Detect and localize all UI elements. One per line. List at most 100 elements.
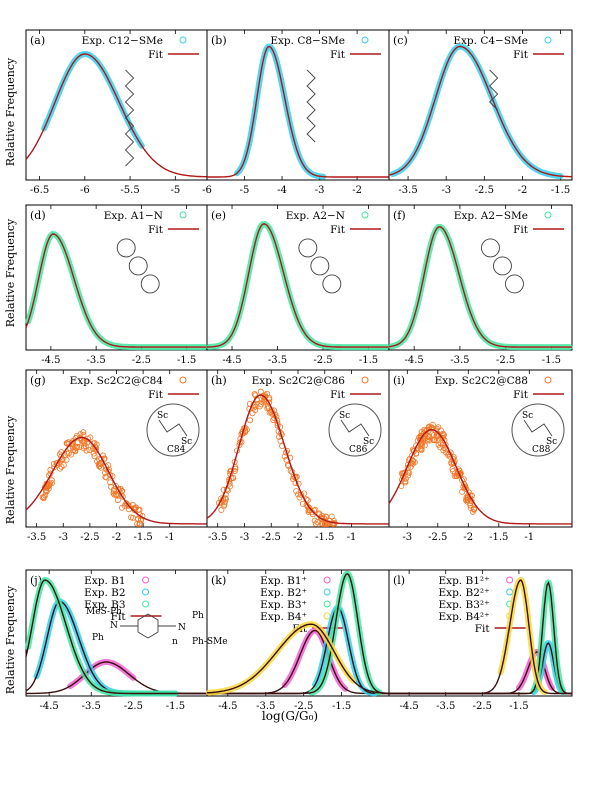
x-tick-label-c-4: -1.5 — [551, 185, 570, 196]
fullerene-label-h: C86 — [349, 445, 368, 455]
legend-fit-g: Fit — [148, 389, 164, 401]
molecule-ring-e-1 — [310, 256, 330, 276]
panel-frame-d — [25, 204, 208, 351]
legend-marker-d-0 — [179, 211, 187, 219]
legend-exp-k-2: Exp. B3⁺ — [260, 599, 307, 611]
exp-point-i-0-139 — [449, 468, 456, 475]
legend-marker-j-1 — [142, 588, 150, 596]
exp-point-h-0-21 — [299, 500, 306, 507]
legend-exp-g-0: Exp. Sc2C2@C84 — [70, 375, 164, 387]
fit-curve-d-0 — [25, 233, 207, 348]
panel-title-l: (l) — [393, 574, 405, 587]
x-tick-label-b-1: -5 — [240, 185, 250, 196]
exp-point-i-0-97 — [437, 444, 444, 451]
exp-point-g-0-93 — [114, 492, 121, 499]
legend-fit-f: Fit — [513, 224, 529, 236]
molecule-ring-f-1 — [493, 256, 512, 276]
x-tick-label-f-1: -3.5 — [450, 355, 469, 366]
exp-point-g-0-138 — [113, 491, 120, 498]
x-tick-label-b-2: -4 — [277, 185, 287, 196]
legend-exp-j-2: Exp. B3 — [84, 599, 125, 611]
panel-l: -4.5 -3.5 -2.5 -1.5(l) Exp. B1²⁺Exp. B2²⁺Exp… — [388, 569, 573, 712]
legend-exp-k-0: Exp. B1⁺ — [260, 575, 307, 587]
fit-curve-g-0 — [25, 436, 207, 525]
exp-point-i-0-159 — [463, 497, 470, 504]
fit-curve-k-2 — [207, 572, 389, 695]
exp-band-d-0 — [25, 230, 208, 351]
exp-point-g-0-29 — [48, 477, 55, 484]
exp-point-g-0-141 — [114, 497, 121, 504]
x-tick-label-j-3: -1.5 — [166, 701, 185, 712]
exp-point-g-0-159 — [69, 444, 76, 451]
exp-point-i-0-115 — [410, 458, 417, 465]
x-tick-label-g-3: -2 — [112, 532, 122, 543]
exp-point-g-0-114 — [68, 451, 75, 458]
legend-marker-k-1 — [323, 588, 331, 596]
x-tick-label-g-4: -1.5 — [133, 532, 152, 543]
legend-marker-i-0 — [544, 376, 552, 384]
x-tick-label-b-3: -3 — [315, 185, 325, 196]
x-tick-label-d-0: -4.5 — [41, 355, 60, 366]
fit-curve-h-0 — [206, 394, 389, 525]
panel-title-h: (h) — [211, 374, 227, 387]
exp-point-g-0-156 — [74, 444, 81, 451]
x-tick-label-g-1: -3 — [58, 532, 68, 543]
exp-point-i-0-125 — [467, 502, 474, 509]
molecule-label-j-3: Ph-SMe — [192, 637, 228, 647]
legend-exp-e-0: Exp. A2−N — [286, 210, 345, 222]
legend-marker-f-0 — [544, 211, 552, 219]
fit-curve-e-0 — [207, 223, 389, 348]
exp-point-h-0-75 — [287, 454, 294, 461]
legend-marker-a-0 — [179, 36, 187, 44]
x-tick-label-e-2: -2.5 — [313, 355, 332, 366]
exp-point-g-0-154 — [63, 456, 70, 463]
fullerene-circle-i — [511, 403, 565, 457]
x-tick-label-b-4: -2 — [352, 185, 362, 196]
molecule-label-j-0: MeS-Ph — [86, 607, 122, 617]
legend-marker-l-1 — [506, 588, 514, 596]
x-tick-label-i-3: -1.5 — [489, 532, 508, 543]
x-tick-label-i-0: -3 — [402, 532, 412, 543]
molecule-ring-f-2 — [505, 274, 524, 294]
y-axis-label-row1: Relative Frequency — [4, 57, 17, 166]
x-tick-label-h-2: -2.5 — [262, 532, 281, 543]
legend-exp-j-0: Exp. B1 — [84, 575, 125, 587]
legend-marker-e-0 — [361, 211, 369, 219]
exp-point-g-0-155 — [45, 485, 52, 492]
panel-title-k: (k) — [211, 574, 226, 587]
fullerene-sc-bottom-g: Sc — [181, 437, 192, 447]
x-tick-label-a-1: -6 — [80, 185, 90, 196]
x-tick-label-e-3: -1.5 — [359, 355, 378, 366]
legend-exp-d-0: Exp. A1−N — [104, 210, 163, 222]
molecule-ring-d-1 — [128, 256, 148, 276]
fullerene-circle-h — [328, 403, 382, 457]
legend-exp-h-0: Exp. Sc2C2@C86 — [252, 375, 346, 387]
legend-fit-c: Fit — [513, 49, 529, 61]
legend-exp-i-0: Exp. Sc2C2@C88 — [435, 375, 528, 387]
fit-curve-l-3 — [389, 579, 572, 695]
panel-title-d: (d) — [30, 209, 46, 222]
fit-curve-i-0 — [388, 429, 572, 525]
x-tick-label-j-0: -4.5 — [40, 701, 59, 712]
legend-fit-h: Fit — [330, 389, 346, 401]
x-tick-label-a-2: -5.5 — [120, 185, 139, 196]
panel-frame-f — [388, 204, 573, 351]
y-axis-label-row4: Relative Frequency — [4, 585, 17, 694]
fit-curve-j-2 — [25, 579, 207, 695]
molecule-label-j-4: N — [110, 621, 118, 631]
exp-point-g-0-144 — [81, 438, 88, 445]
x-tick-label-c-1: -3 — [441, 185, 451, 196]
panel-frame-l — [388, 569, 573, 697]
panel-g: -3.5 -3 -2.5 -2 -1.5 -1 (g) Exp. Sc2C2@C84 Fit Sc… — [25, 369, 208, 543]
panel-title-b: (b) — [211, 34, 227, 47]
x-tick-label-i-4: -1 — [524, 532, 534, 543]
exp-point-g-0-125 — [40, 495, 47, 502]
panel-title-c: (c) — [393, 34, 408, 47]
exp-point-g-0-140 — [43, 488, 50, 495]
exp-point-i-0-147 — [461, 481, 468, 488]
exp-point-i-0-140 — [462, 484, 469, 491]
exp-point-i-0-137 — [440, 447, 447, 454]
fullerene-sc-top-g: Sc — [157, 411, 168, 421]
exp-point-g-0-84 — [129, 514, 136, 521]
exp-point-h-0-157 — [318, 520, 325, 527]
